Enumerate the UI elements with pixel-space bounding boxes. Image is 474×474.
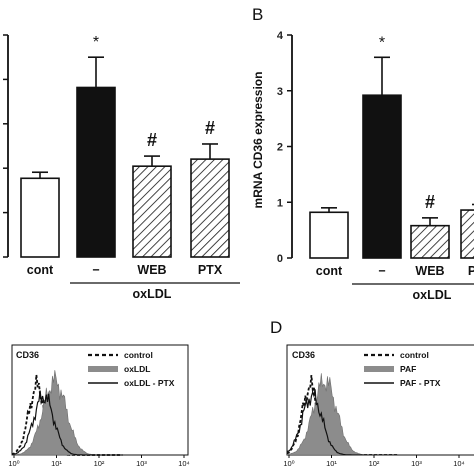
y-tick-label: 1 [277,197,283,209]
panel-b-letter: B [252,5,263,24]
legend-item-control: control [124,350,153,360]
histogram-series-2 [287,389,398,455]
category-label-3: PTX [198,263,223,277]
x-tick-label: 10³ [411,459,422,468]
x-tick-label: 10² [94,459,105,468]
panel-c-legend: control oxLDL oxLDL - PTX [88,350,175,388]
x-tick-label: 10² [369,459,380,468]
bar-2 [132,165,172,258]
x-tick-label: 10⁰ [8,459,19,468]
panel-d-x-ticks: 10⁰ 10¹ 10² 10³ 10⁴ [283,455,465,468]
bar-0 [20,177,60,258]
significance-mark-3: # [205,118,215,138]
x-tick-label: 10³ [136,459,147,468]
panel-d-histogram: D 10⁰ 10¹ 10² 10³ 10⁴ CD36 control PAF PAF -… [270,318,474,468]
significance-mark-2: # [147,130,157,150]
legend-item-paf: PAF [400,364,416,374]
x-tick-label: 10⁴ [453,459,465,468]
panel-c-histogram: 10⁰ 10¹ 10² 10³ 10⁴ CD36 control oxLDL oxLDL… [8,344,190,468]
panel-c-curves [11,370,123,456]
x-tick-label: 10⁰ [283,459,294,468]
panel-d-cd36-label: CD36 [292,350,315,360]
histogram-series-2 [11,390,123,456]
panel-d-letter: D [270,318,282,337]
x-tick-label: 10¹ [51,459,62,468]
panel-a-category-labels: cont − WEB PTX [27,263,223,277]
legend-item-oxldl: oxLDL [124,364,150,374]
panel-b-y-axis: 0 1 2 3 4 [277,30,293,265]
panel-d-legend: control PAF PAF - PTX [364,350,441,388]
panel-c-cd36-label: CD36 [16,350,39,360]
panel-b-bars: *# [309,34,474,259]
y-tick-label: 4 [277,30,284,42]
category-label-0: cont [316,264,343,278]
significance-mark-2: # [425,192,435,212]
legend-item-paf-ptx: PAF - PTX [400,378,441,388]
group-label: oxLDL [413,288,452,302]
legend-swatch-paf [364,366,394,372]
category-label-2: WEB [137,263,166,277]
panel-b-category-labels: cont − WEB PTX [316,264,474,278]
bar-1 [76,86,116,258]
histogram-series-1 [287,373,398,455]
bar-2 [410,224,450,259]
y-tick-label: 2 [277,142,283,154]
bar-3 [190,158,230,258]
legend-item-control: control [400,350,429,360]
legend-swatch-oxldl [88,366,118,372]
legend-item-oxldl-ptx: oxLDL - PTX [124,378,175,388]
bar-0 [309,211,349,259]
x-tick-label: 10¹ [326,459,337,468]
x-tick-label: 10⁴ [178,459,190,468]
significance-mark-1: * [93,34,99,51]
panel-a-group-bracket: oxLDL [70,282,240,301]
y-tick-label: 0 [277,253,283,265]
significance-mark-1: * [379,34,385,51]
panel-b-y-axis-label: mRNA CD36 expression [251,72,265,209]
category-label-0: cont [27,263,54,277]
category-label-1: − [378,264,385,278]
panel-b-group-bracket: oxLDL [352,283,474,302]
histogram-series-0 [287,375,398,455]
category-label-1: − [92,263,99,277]
y-tick-label: 3 [277,86,283,98]
panel-a-bars: * # # [20,34,230,258]
category-label-3: PTX [468,264,474,278]
panel-c-x-ticks: 10⁰ 10¹ 10² 10³ 10⁴ [8,455,190,468]
category-label-2: WEB [415,264,444,278]
bar-3 [460,209,474,259]
bar-1 [362,94,402,259]
panel-a-bar-chart: * # # cont − WEB PTX oxLDL [3,34,240,301]
group-label: oxLDL [133,287,172,301]
panel-a-y-axis [3,34,9,258]
panel-d-curves [287,373,398,455]
